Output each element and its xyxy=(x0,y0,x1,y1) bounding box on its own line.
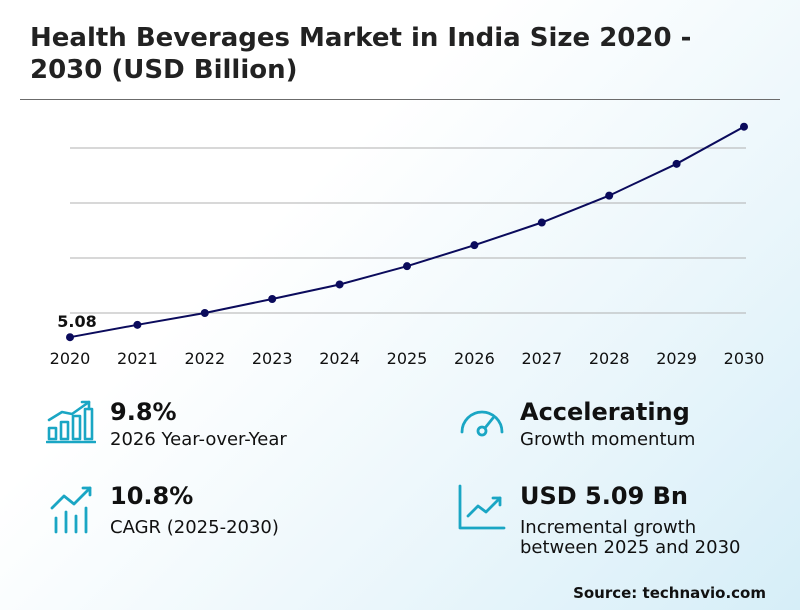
x-tick-label: 2024 xyxy=(319,349,360,368)
data-point-2027 xyxy=(537,218,546,227)
x-tick-label: 2030 xyxy=(724,349,765,368)
kpi-incremental: USD 5.09 Bn Incremental growth between 2… xyxy=(456,482,776,562)
x-tick-label: 2023 xyxy=(252,349,293,368)
bar-chart-growth-icon xyxy=(46,400,96,444)
data-point-2020 xyxy=(66,333,74,342)
kpi-yoy: 9.8% 2026 Year-over-Year xyxy=(46,398,386,458)
title-divider xyxy=(20,99,780,100)
line-trend-icon xyxy=(458,484,506,530)
data-point-2026 xyxy=(470,241,479,250)
kpi-desc: Growth momentum xyxy=(520,429,696,450)
x-tick-label: 2027 xyxy=(521,349,562,368)
x-tick-label: 2028 xyxy=(589,349,630,368)
kpi-desc: Incremental growth between 2025 and 2030 xyxy=(520,517,741,558)
series-line xyxy=(69,125,745,339)
kpi-value: Accelerating xyxy=(520,398,690,426)
data-labels: 5.08 xyxy=(57,312,96,331)
x-tick-label: 2021 xyxy=(117,349,158,368)
x-tick-label: 2026 xyxy=(454,349,495,368)
data-point-2028 xyxy=(605,191,614,200)
line-chart: 2020 2021 2022 2023 2024 2025 2026 2027 2028 2029… xyxy=(50,122,765,368)
x-axis-ticks: 2020 2021 2022 2023 2024 2025 2026 2027 2028 2029… xyxy=(50,349,765,368)
data-points xyxy=(66,122,748,342)
chart-title: Health Beverages Market in India Size 20… xyxy=(30,23,692,85)
kpi-desc: CAGR (2025-2030) xyxy=(110,517,279,538)
data-point-2024 xyxy=(335,280,344,289)
data-point-2025 xyxy=(403,262,411,271)
data-point-2030 xyxy=(740,122,748,131)
data-label: 5.08 xyxy=(57,312,96,331)
speedometer-icon xyxy=(460,410,504,437)
data-point-2029 xyxy=(672,159,681,168)
source-credit: Source: technavio.com xyxy=(573,584,766,602)
data-point-2022 xyxy=(200,309,209,317)
gridlines xyxy=(70,147,746,314)
x-tick-label: 2029 xyxy=(656,349,697,368)
kpi-value: 9.8% xyxy=(110,398,177,426)
x-tick-label: 2020 xyxy=(50,349,91,368)
x-tick-label: 2025 xyxy=(387,349,428,368)
kpi-momentum: Accelerating Growth momentum xyxy=(456,398,776,458)
kpi-value: USD 5.09 Bn xyxy=(520,482,688,510)
kpi-cagr: 10.8% CAGR (2025-2030) xyxy=(50,482,390,542)
kpi-desc: 2026 Year-over-Year xyxy=(110,429,287,450)
data-point-2023 xyxy=(268,295,277,303)
kpi-value: 10.8% xyxy=(110,482,194,510)
trend-bars-icon xyxy=(50,486,92,534)
x-tick-label: 2022 xyxy=(184,349,225,368)
data-point-2021 xyxy=(133,320,142,329)
